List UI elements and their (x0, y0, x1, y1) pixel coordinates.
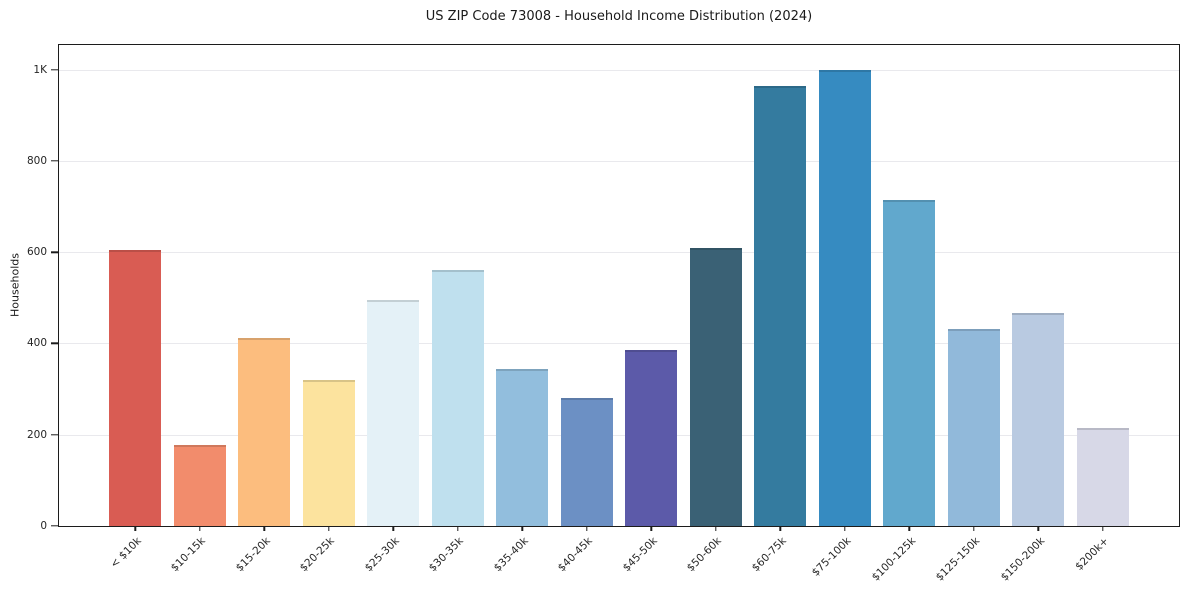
x-tick-label: $100-125k (869, 535, 918, 584)
x-tick-mark (328, 526, 330, 531)
y-tick-label: 600 (26, 246, 47, 259)
chart-title: US ZIP Code 73008 - Household Income Dis… (425, 9, 813, 24)
bar-slot (1006, 45, 1071, 526)
bar (883, 199, 936, 526)
x-tick-label: $50-60k (685, 535, 725, 575)
x-tick-mark (650, 526, 652, 531)
x-tick-mark (908, 526, 910, 531)
bar-slot (877, 45, 942, 526)
bar-slot (297, 45, 362, 526)
x-tick-label: $125-150k (933, 535, 983, 584)
y-tick-mark (51, 525, 58, 527)
x-tick-label: $60-75k (749, 535, 789, 575)
bar (625, 350, 678, 526)
x-tick-label: $25-30k (362, 535, 402, 575)
bar-slot (555, 45, 620, 526)
x-tick-mark (521, 526, 523, 531)
bar-slot (103, 45, 168, 526)
x-tick-mark (134, 526, 136, 531)
y-tick-label: 1K (33, 63, 47, 76)
x-tick-label: < $10k (108, 535, 144, 571)
bar (367, 300, 420, 526)
bar (431, 269, 484, 526)
x-tick-label: $35-40k (491, 535, 531, 575)
bar (109, 249, 162, 526)
bar (818, 69, 871, 526)
y-tick-mark (51, 342, 58, 345)
x-tick-label: $200k+ (1073, 535, 1112, 573)
bar-slot (813, 45, 878, 526)
x-tick-label: $75-100k (809, 535, 854, 579)
plot-area: 0 200 400 600 800 1K < $10k $10-15k $15-20k $20-… (27, 44, 1180, 584)
bar (173, 445, 226, 526)
bar-slot (361, 45, 426, 526)
x-tick-label: $40-45k (556, 535, 596, 575)
x-tick-mark (1102, 526, 1104, 531)
y-tick-mark (51, 160, 58, 162)
x-tick-mark (715, 526, 717, 531)
x-tick-mark (779, 526, 781, 531)
bar (302, 379, 355, 526)
x-tick-label: $150-200k (998, 535, 1047, 584)
x-tick-label: $30-35k (427, 535, 467, 575)
bar-slot (426, 45, 491, 526)
x-tick-mark (263, 526, 265, 531)
bar-slot (490, 45, 555, 526)
x-tick-label: $10-15k (169, 535, 209, 575)
y-tick-label: 200 (26, 428, 47, 441)
y-tick-mark (51, 68, 58, 71)
bar (238, 337, 291, 526)
bar-slot (684, 45, 749, 526)
y-tick-mark (51, 251, 58, 253)
bar (560, 398, 613, 526)
bars-container (59, 45, 1179, 526)
x-tick-mark (392, 526, 394, 531)
x-tick-mark (199, 526, 201, 531)
y-tick-mark (51, 434, 58, 436)
bar-slot (942, 45, 1007, 526)
bar (947, 328, 1000, 526)
y-tick-label: 400 (26, 337, 47, 350)
y-tick-label: 0 (40, 520, 47, 532)
bar-slot (619, 45, 684, 526)
bar-slot (748, 45, 813, 526)
x-tick-label: $20-25k (298, 535, 338, 575)
y-tick-label: 800 (26, 154, 47, 167)
x-tick-mark (844, 526, 846, 531)
bar (496, 368, 549, 526)
bar-slot (168, 45, 233, 526)
x-tick-mark (586, 526, 588, 531)
x-tick-mark (457, 526, 459, 531)
bar (1076, 427, 1129, 526)
bar-slot (1071, 45, 1136, 526)
bar-slot (232, 45, 297, 526)
bar (689, 247, 742, 526)
x-tick-label: $15-20k (233, 535, 273, 575)
x-tick-mark (973, 526, 975, 531)
x-tick-mark (1037, 526, 1039, 531)
y-axis-label: Households (8, 253, 22, 317)
bar (754, 85, 807, 526)
x-tick-label: $45-50k (620, 535, 660, 575)
bar (1012, 312, 1065, 526)
